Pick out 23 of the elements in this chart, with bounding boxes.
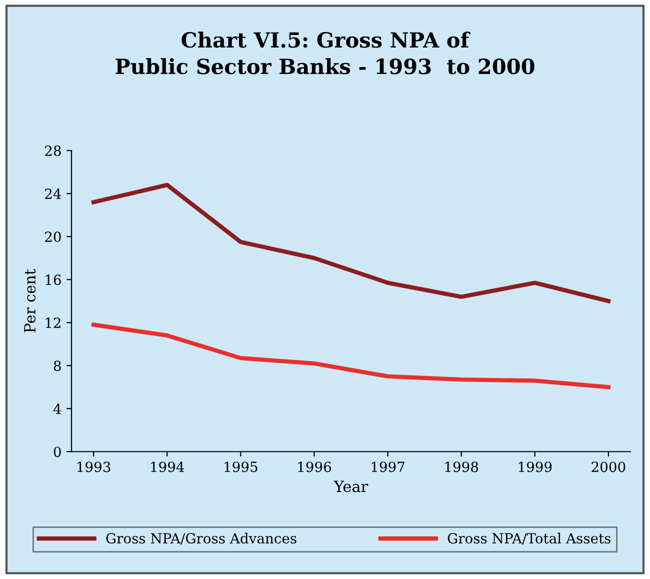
y-tick-label: 12 xyxy=(46,318,60,328)
x-tick-label: 1994 xyxy=(151,462,184,472)
y-tick-label: 0 xyxy=(54,446,61,458)
y-tick-label: 4 xyxy=(53,404,62,414)
y-tick-label: 8 xyxy=(54,360,61,372)
x-tick-label: 1998 xyxy=(445,462,478,472)
legend-label: Gross NPA/Total Assets xyxy=(448,532,611,545)
line-series xyxy=(91,182,611,304)
legend-label: Gross NPA/Gross Advances xyxy=(106,532,296,545)
x-tick-label: 1997 xyxy=(372,462,404,472)
y-axis-title: Per cent xyxy=(24,269,36,332)
x-tick-label: 2000 xyxy=(592,462,626,472)
y-tick-label: 28 xyxy=(45,146,61,156)
x-tick-label: 1995 xyxy=(224,462,258,472)
x-tick-label: 1993 xyxy=(78,462,110,472)
line-series xyxy=(91,322,611,390)
y-tick-label: 24 xyxy=(45,188,62,199)
x-tick-label: 1999 xyxy=(518,462,552,472)
x-axis-title: Year xyxy=(334,480,368,492)
x-tick-label: 1996 xyxy=(298,462,332,472)
y-tick-label: 16 xyxy=(46,274,61,286)
y-tick-label: 20 xyxy=(45,232,61,242)
chart-title: Chart VI.5: Gross NPA of Public Sector Banks - 1993 to 2000 xyxy=(116,32,534,74)
